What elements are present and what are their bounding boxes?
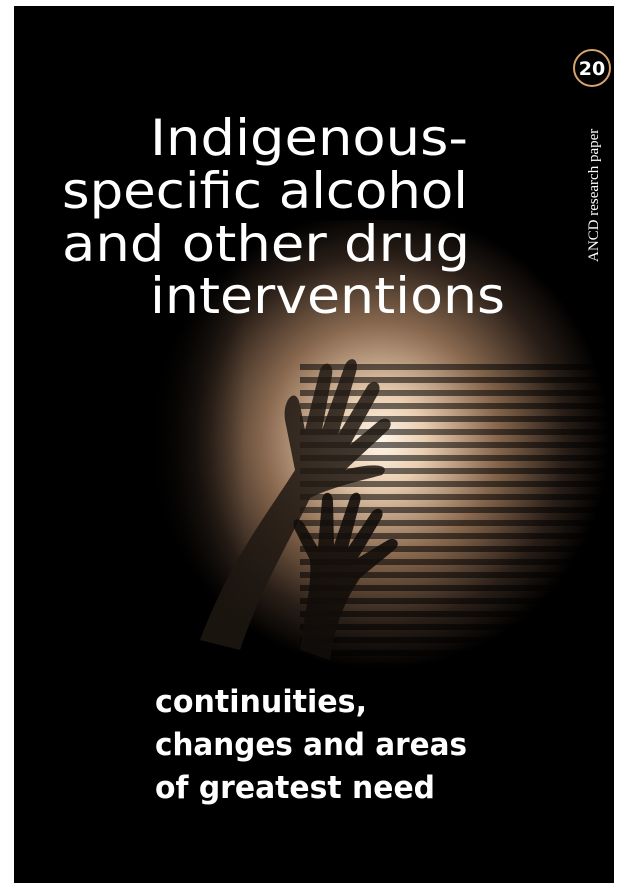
title-line: specific alcohol bbox=[62, 162, 468, 220]
subtitle-line: continuities, bbox=[155, 684, 367, 720]
subtitle-line: changes and areas bbox=[155, 727, 467, 763]
title-line: Indigenous- bbox=[150, 109, 468, 167]
title-line: and other drug bbox=[62, 215, 470, 273]
series-label: ANCD research paper bbox=[586, 129, 602, 262]
subtitle-line: of greatest need bbox=[155, 770, 435, 806]
series-number: 20 bbox=[579, 58, 605, 80]
title-line: interventions bbox=[150, 267, 505, 325]
page: 20 ANCD research paper Indigenous- speci… bbox=[0, 0, 620, 895]
cover: 20 ANCD research paper Indigenous- speci… bbox=[0, 0, 620, 895]
